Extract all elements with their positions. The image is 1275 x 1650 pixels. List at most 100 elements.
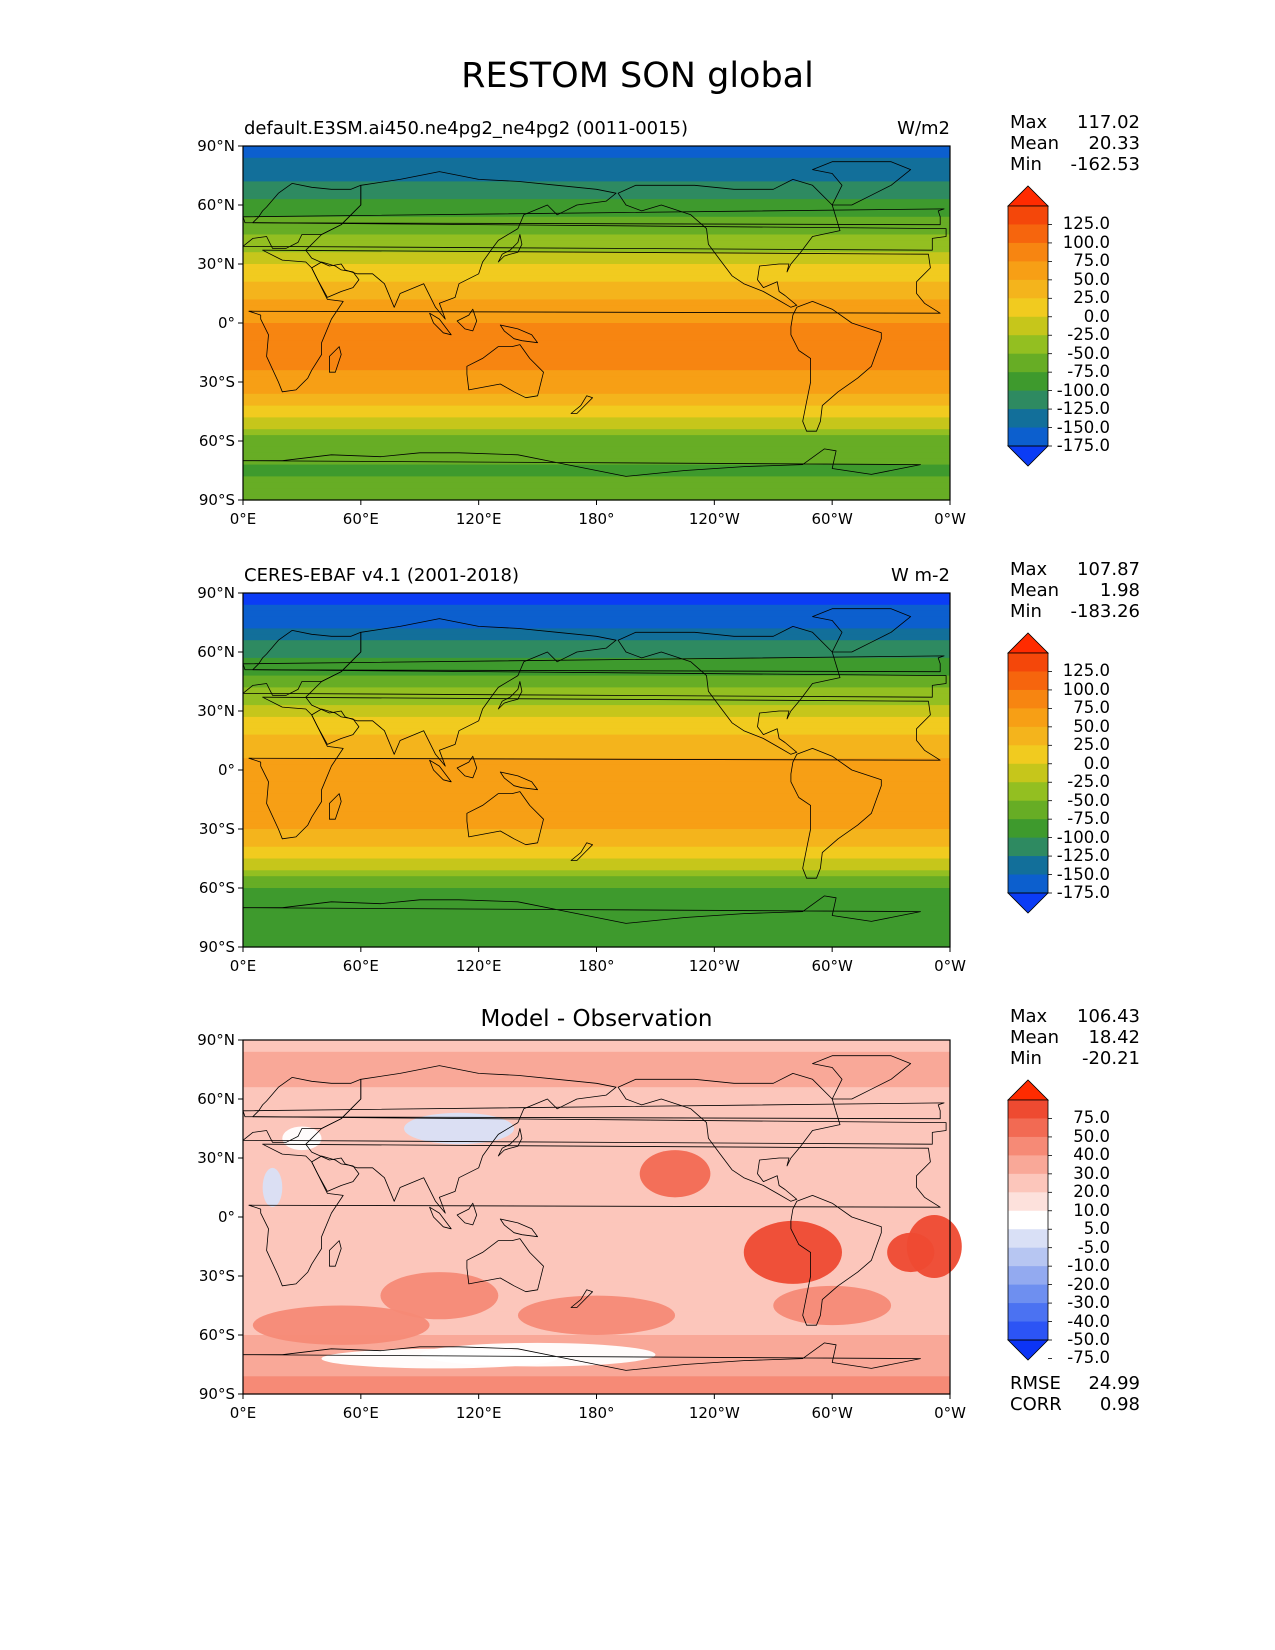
field-band xyxy=(243,258,950,265)
field-band xyxy=(243,1099,950,1106)
coastline-borneo xyxy=(456,755,478,779)
figure-title: RESTOM SON global xyxy=(461,56,814,96)
field-band xyxy=(243,610,950,618)
field-band xyxy=(243,216,950,224)
coastline-madagascar xyxy=(329,346,342,373)
lon-tick-label: 0°W xyxy=(934,957,966,975)
field-band xyxy=(243,411,950,418)
field-band xyxy=(243,734,950,742)
field-band xyxy=(243,352,950,359)
field-band xyxy=(243,781,950,789)
colorbar-segment xyxy=(1008,1284,1048,1304)
colorbar-segment xyxy=(1008,1192,1048,1212)
colorbar-segment xyxy=(1008,206,1048,225)
stat-rmse-value: 24.99 xyxy=(1088,1373,1140,1394)
colorbar-segment xyxy=(1008,1173,1048,1193)
colorbar-segment xyxy=(1008,800,1048,820)
colorbar-label: 40.0 xyxy=(1073,1145,1110,1165)
colorbar-segment xyxy=(1008,1210,1048,1230)
colorbar-segment xyxy=(1008,298,1048,318)
field-band xyxy=(243,663,950,671)
colorbar-label: -75.0 xyxy=(1067,362,1110,382)
colorbar-label: 100.0 xyxy=(1062,232,1110,252)
field-band xyxy=(243,899,950,907)
field-band xyxy=(243,1057,950,1065)
stat-max-value: 107.87 xyxy=(1077,559,1140,580)
field-band xyxy=(243,758,950,765)
field-band xyxy=(243,205,950,212)
coastline-antarctica xyxy=(242,1342,921,1395)
colorbar-label: 50.0 xyxy=(1073,1126,1110,1146)
coastline-sumatra xyxy=(429,312,452,336)
coastline-north-america xyxy=(617,179,841,308)
field-band xyxy=(243,1104,950,1112)
field-band xyxy=(243,1063,950,1071)
stat-mean-label: Mean xyxy=(1010,580,1060,601)
field-band xyxy=(243,1211,950,1218)
field-band xyxy=(243,452,950,460)
field-band xyxy=(243,858,950,865)
field-band xyxy=(243,870,950,877)
colorbar-label: -25.0 xyxy=(1067,772,1110,792)
field-band xyxy=(243,311,950,318)
field-band xyxy=(243,829,950,836)
field-band xyxy=(243,1152,950,1159)
colorbar-label: -10.0 xyxy=(1067,1256,1110,1276)
field-band xyxy=(243,634,950,641)
field-band xyxy=(243,1040,950,1047)
field-band xyxy=(243,293,950,300)
field-band xyxy=(243,1146,950,1153)
field-band xyxy=(243,358,950,365)
lat-tick-label: 30°S xyxy=(198,1267,235,1285)
coastline-antarctica xyxy=(242,895,921,948)
panel-obs-units: W m-2 xyxy=(890,565,950,586)
stat-rmse: RMSE 24.99 xyxy=(1010,1373,1140,1395)
lon-tick-label: 0°E xyxy=(229,510,257,528)
stat-max-value: 117.02 xyxy=(1077,112,1140,133)
field-band xyxy=(243,146,950,153)
colorbar-label: -175.0 xyxy=(1056,883,1110,902)
field-band xyxy=(243,488,950,495)
colorbar-segment xyxy=(1008,874,1048,894)
stat-mean-value: 20.33 xyxy=(1088,133,1140,154)
lat-tick-label: 0° xyxy=(217,1208,235,1226)
field-band xyxy=(243,423,950,430)
field-band xyxy=(243,764,950,771)
field-band xyxy=(243,941,950,948)
lat-tick-label: 0° xyxy=(217,761,235,779)
colorbar-frame xyxy=(1007,1099,1049,1341)
colorbar-segment xyxy=(1008,1247,1048,1267)
lat-tick-label: 60°N xyxy=(197,196,235,214)
field-band xyxy=(243,364,950,371)
field-band xyxy=(243,1045,950,1053)
field-band xyxy=(243,210,950,218)
colorbar-label: -150.0 xyxy=(1056,417,1110,437)
colorbar-label: -75.0 xyxy=(1067,1348,1110,1368)
colorbar-label: 20.0 xyxy=(1073,1182,1110,1202)
stat-mean-model: Mean 20.33 xyxy=(1010,133,1140,155)
field-band xyxy=(243,464,950,472)
field-band xyxy=(243,382,950,389)
lon-tick-label: 120°E xyxy=(455,1404,502,1422)
anomaly-region xyxy=(887,1232,935,1273)
stat-min-value: -20.21 xyxy=(1081,1048,1140,1069)
coastline-sumatra xyxy=(429,1206,452,1230)
field-band xyxy=(243,652,950,659)
stat-mean-diff: Mean 18.42 xyxy=(1010,1027,1140,1049)
stat-corr-label: CORR xyxy=(1010,1394,1062,1415)
coastline-uk xyxy=(242,208,945,226)
lon-tick-label: 120°E xyxy=(455,510,502,528)
field-band xyxy=(243,1110,950,1118)
field-band xyxy=(243,1240,950,1248)
field-band xyxy=(243,494,950,501)
colorbar-segment xyxy=(1008,1266,1048,1286)
field-band xyxy=(243,893,950,901)
field-band xyxy=(243,334,950,342)
coastline-greenland xyxy=(812,161,912,206)
lon-tick-label: 60°W xyxy=(811,1404,853,1422)
colorbar-label: 25.0 xyxy=(1073,735,1110,755)
colorbar-label: -50.0 xyxy=(1067,343,1110,363)
anomaly-region xyxy=(262,1167,283,1208)
lat-tick-label: 60°S xyxy=(198,1326,235,1344)
field-band xyxy=(243,728,950,736)
